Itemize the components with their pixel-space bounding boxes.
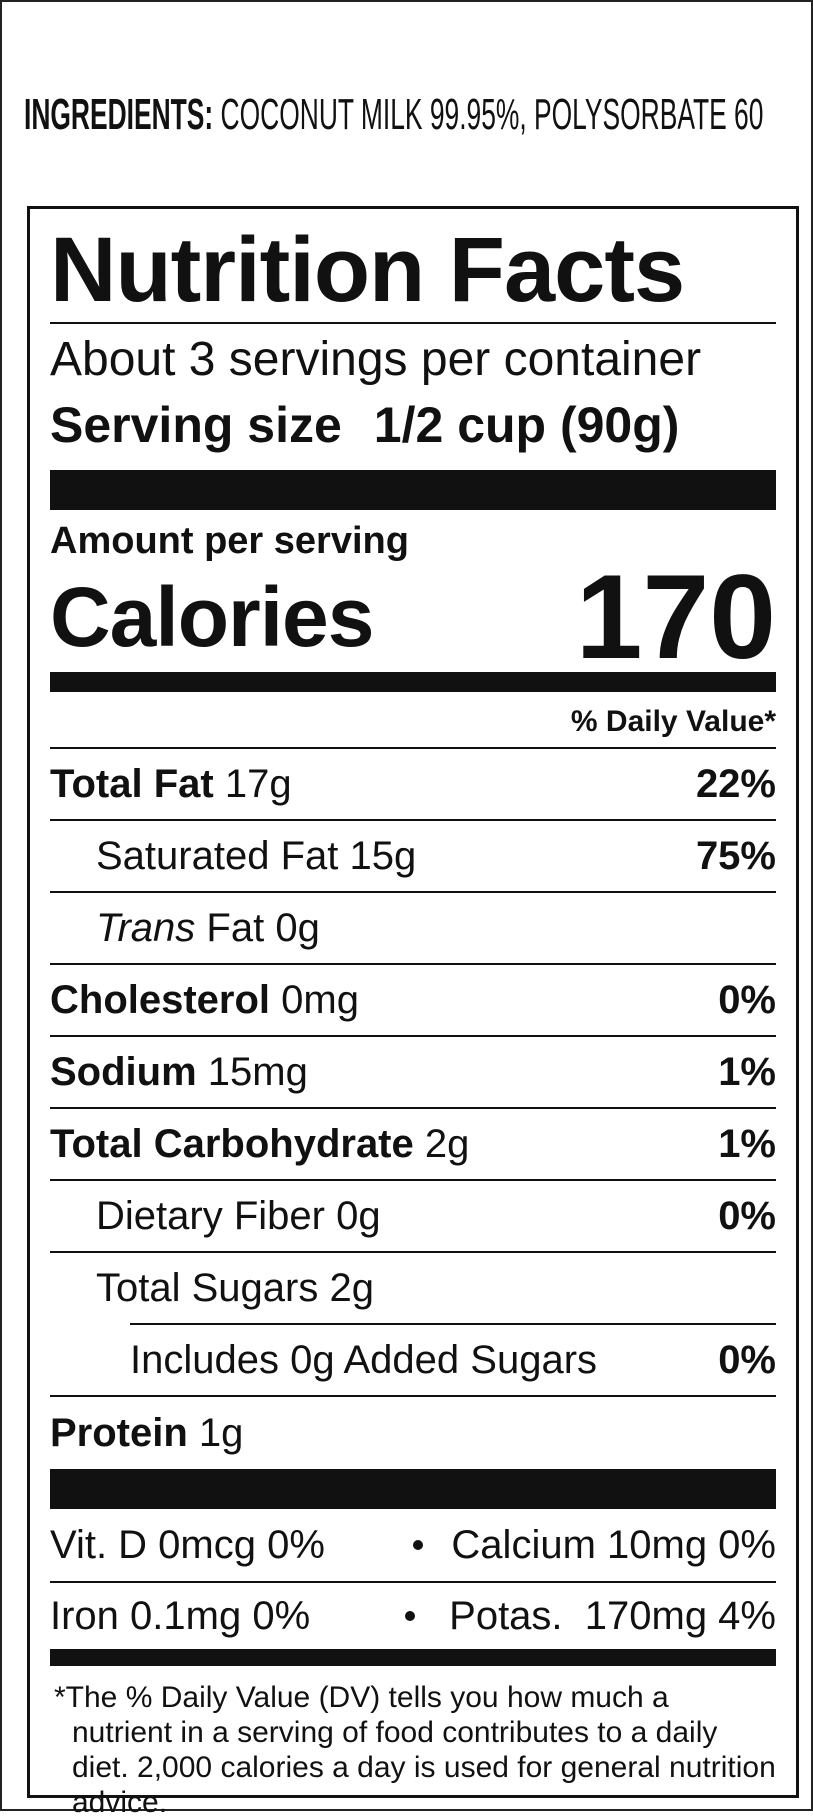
serving-size: Serving size 1/2 cup (90g) (50, 386, 776, 470)
nutrient-amount: 0g (336, 1193, 381, 1238)
nutrient-name: Total Sugars (96, 1265, 319, 1310)
amount-per-serving: Amount per serving (50, 520, 409, 562)
nutrient-row: Includes 0g Added Sugars 0% (50, 1325, 776, 1397)
nutrient-name: Includes 0g Added Sugars (130, 1337, 598, 1382)
rule (130, 1323, 776, 1325)
bullet (404, 1611, 415, 1621)
bullet (413, 1540, 424, 1550)
nutrient-row: Cholesterol 0mg 0% (50, 965, 776, 1037)
nutrient-row: Total Sugars 2g (50, 1253, 776, 1323)
servings: About 3 servings per container (50, 333, 702, 386)
nutrient-amount: 17g (224, 761, 292, 806)
ingredients: INGREDIENTS: COCONUT MILK 99.95%, POLYSO… (24, 90, 763, 140)
footnote: *The % Daily Value (DV) tells you how mu… (54, 1681, 776, 1819)
nutrient-dv: 0% (718, 977, 776, 1022)
nutrient-dv: 1% (718, 1049, 776, 1094)
nutrient-name: Total Carbohydrate (50, 1121, 414, 1166)
label-title: Nutrition Facts (50, 217, 776, 324)
nutrient-name: Protein (50, 1410, 188, 1455)
nutrient-row: Trans Fat 0g (50, 893, 776, 965)
nutrient-row: Protein 1g (50, 1397, 776, 1469)
nutrient-amount: 15mg (207, 1049, 308, 1094)
nutrient-amount: 0mg (281, 977, 359, 1022)
nutrient-row: Total Carbohydrate 2g 1% (50, 1109, 776, 1181)
micro-right: Calcium 10mg 0% (451, 1522, 776, 1567)
micro-left: Vit. D 0mcg 0% (50, 1522, 325, 1567)
nutrient-name: Sodium (50, 1049, 197, 1094)
dv-header: % Daily Value* (50, 692, 776, 749)
nutrition-label: Nutrition Facts About 3 servings per con… (27, 206, 799, 1819)
serving-size-value: 1/2 cup (90g) (373, 397, 680, 453)
ingredients-label: INGREDIENTS: (24, 90, 214, 139)
serving-size-label: Serving size (50, 397, 342, 453)
thick-rule (50, 672, 776, 692)
nutrient-amount: 2g (424, 1121, 470, 1166)
calories-value: 170 (575, 562, 776, 672)
nutrient-dv: 1% (718, 1121, 776, 1166)
nutrient-name: Total Fat (50, 761, 214, 806)
nutrient-name: Cholesterol (50, 977, 271, 1022)
calories-label: Calories (50, 569, 374, 664)
thick-rule (50, 470, 776, 510)
micro-left: Iron 0.1mg 0% (50, 1593, 311, 1638)
nutrient-row: Dietary Fiber 0g 0% (50, 1181, 776, 1253)
nutrient-name-italic: Trans (96, 905, 196, 950)
nutrient-row: Saturated Fat 15g 75% (50, 821, 776, 893)
nutrient-amount: 0g (275, 905, 320, 950)
calories-row: Calories 170 (50, 562, 776, 672)
nutrient-dv: 75% (695, 833, 776, 878)
thick-rule (50, 1469, 776, 1509)
nutrient-name: Dietary Fiber (96, 1193, 325, 1238)
thick-rule (50, 1649, 776, 1666)
nutrient-amount: 15g (349, 833, 417, 878)
nutrient-dv: 0% (718, 1193, 776, 1238)
ingredients-text: COCONUT MILK 99.95%, POLYSORBATE 60 (220, 90, 764, 139)
nutrient-name: Saturated Fat (96, 833, 339, 878)
nutrient-name: Fat (206, 905, 265, 950)
nutrient-amount: 1g (198, 1410, 244, 1455)
nutrient-dv: 0% (718, 1337, 776, 1382)
micro-row: Iron 0.1mg 0% Potas. 170mg 4% (50, 1583, 776, 1649)
micro-row: Vit. D 0mcg 0% Calcium 10mg 0% (50, 1509, 776, 1583)
nutrient-amount: 2g (329, 1265, 374, 1310)
nutrient-row: Sodium 15mg 1% (50, 1037, 776, 1109)
nutrient-dv: 22% (695, 761, 776, 806)
nutrient-row: Total Fat 17g 22% (50, 749, 776, 821)
micro-right: Potas. 170mg 4% (449, 1593, 776, 1638)
